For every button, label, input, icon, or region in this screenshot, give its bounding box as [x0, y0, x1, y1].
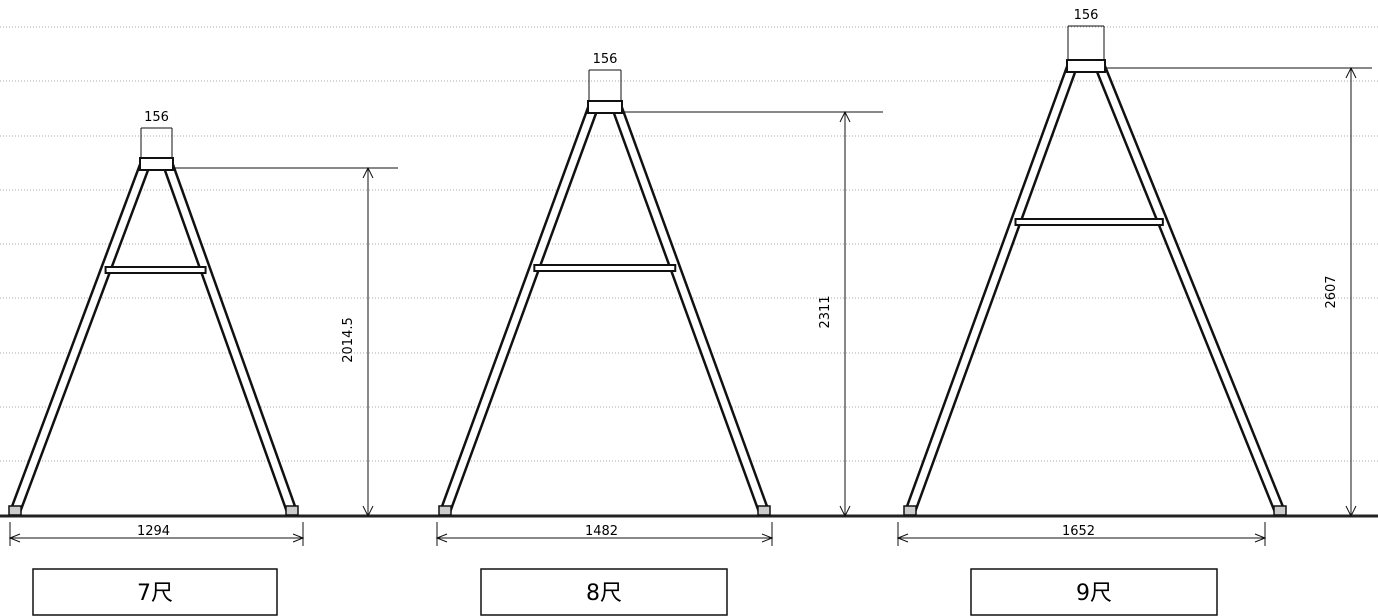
crossbar [104, 266, 207, 274]
ladder-leg-inner [441, 103, 598, 514]
ladder-leg-inner [1095, 62, 1284, 514]
foot [903, 505, 917, 516]
size-box [480, 568, 728, 616]
foot [285, 505, 299, 516]
size-label: 8尺 [586, 581, 622, 606]
height-label: 2607 [1324, 275, 1339, 308]
arrow [1345, 66, 1357, 518]
arrow [362, 166, 374, 518]
top-width-label: 156 [1074, 8, 1099, 23]
ladder-leg-inner [163, 160, 296, 514]
base-width-label: 1294 [137, 524, 170, 539]
ladder-leg-inner [906, 62, 1077, 514]
size-label: 9尺 [1076, 581, 1112, 606]
size-label: 7尺 [137, 581, 173, 606]
ladder: 156 2014.5 1294 7尺 [8, 110, 398, 616]
ladder-leg-inner [612, 103, 768, 514]
height-label: 2311 [818, 295, 833, 328]
arrow [896, 533, 1267, 543]
top-plate [587, 100, 623, 114]
ladder-leg-inner [11, 160, 150, 514]
ladder: 156 2311 1482 8尺 [435, 52, 883, 616]
height-label: 2014.5 [341, 317, 356, 363]
top-width-label: 156 [593, 52, 618, 67]
arrow [435, 533, 774, 543]
ladder: 156 2607 1652 9尺 [896, 8, 1372, 616]
crossbar [533, 264, 677, 272]
size-box [32, 568, 278, 616]
foot [438, 505, 452, 516]
crossbar [1014, 218, 1164, 226]
arrow [839, 110, 851, 518]
top-plate [1066, 59, 1106, 73]
top-plate [139, 157, 174, 171]
base-width-label: 1652 [1062, 524, 1095, 539]
arrow [8, 533, 305, 543]
base-width-label: 1482 [585, 524, 618, 539]
foot [757, 505, 771, 516]
size-box [970, 568, 1218, 616]
top-width-label: 156 [144, 110, 169, 125]
foot [8, 505, 22, 516]
foot [1273, 505, 1287, 516]
